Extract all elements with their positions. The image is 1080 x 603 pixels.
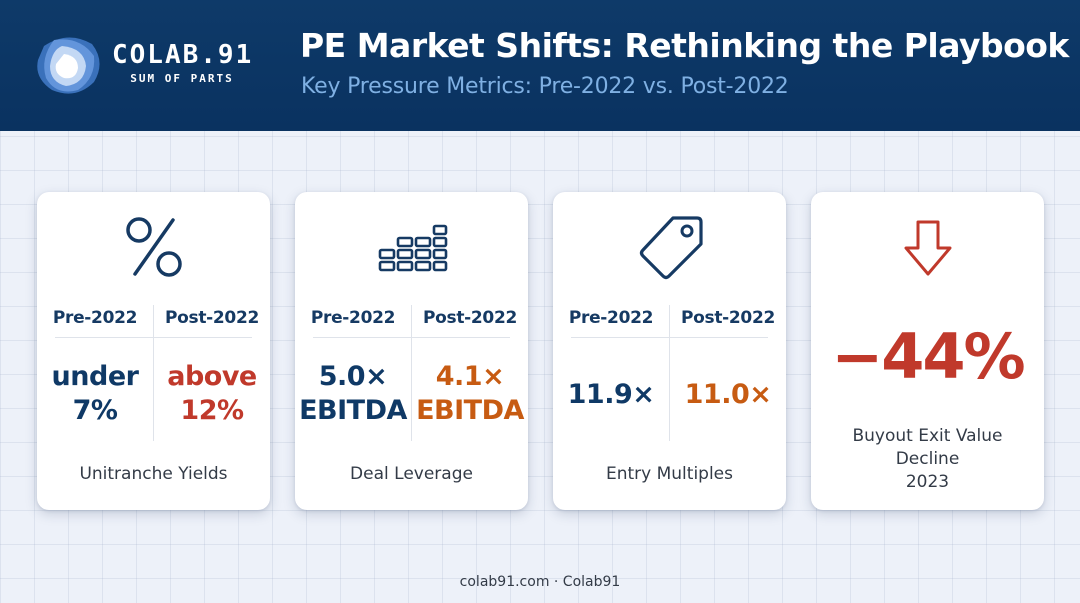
brand-name: COLAB.91 <box>112 40 254 70</box>
post-2022-value: 11.0× <box>684 379 772 410</box>
post-2022-label: Post-2022 <box>680 308 776 328</box>
page-title: PE Market Shifts: Rethinking the Playboo… <box>300 26 1069 65</box>
pre-2022-value: 11.9× <box>567 379 655 410</box>
metric-caption: Entry Multiples <box>605 464 734 484</box>
down-arrow-icon <box>811 212 1044 282</box>
divider <box>153 305 154 441</box>
logo-icon <box>34 32 104 98</box>
post-2022-value: 4.1× EBITDA <box>416 361 524 426</box>
metric-caption: Unitranche Yields <box>79 464 228 484</box>
price-tag-icon <box>553 212 786 282</box>
pre-2022-label: Pre-2022 <box>52 308 138 328</box>
pre-2022-value: 5.0× EBITDA <box>299 361 407 426</box>
exit-value-change: −44% <box>831 320 1025 393</box>
header-banner: COLAB.91 SUM OF PARTS PE Market Shifts: … <box>0 0 1080 131</box>
card-buyout-exit-value: −44% Buyout Exit Value Decline 2023 <box>811 192 1044 510</box>
card-unitranche-yields: Pre-2022 Post-2022 under 7% above 12% Unit… <box>37 192 270 510</box>
metric-caption: Deal Leverage <box>350 464 473 484</box>
brand-tagline: SUM OF PARTS <box>130 72 234 85</box>
card-deal-leverage: Pre-2022 Post-2022 5.0× EBITDA 4.1× EBITDA… <box>295 192 528 510</box>
stacked-bars-icon <box>295 212 528 282</box>
post-2022-label: Post-2022 <box>422 308 518 328</box>
percent-icon <box>37 212 270 282</box>
footer-credit: colab91.com · Colab91 <box>459 574 621 590</box>
pre-2022-value: under 7% <box>51 361 139 426</box>
pre-2022-label: Pre-2022 <box>568 308 654 328</box>
divider <box>411 305 412 441</box>
post-2022-label: Post-2022 <box>164 308 260 328</box>
metric-caption: Buyout Exit Value Decline 2023 <box>852 426 1003 492</box>
pre-2022-label: Pre-2022 <box>310 308 396 328</box>
card-entry-multiples: Pre-2022 Post-2022 11.9× 11.0× Entry Mul… <box>553 192 786 510</box>
divider <box>669 305 670 441</box>
page-subtitle: Key Pressure Metrics: Pre-2022 vs. Post-… <box>301 74 789 99</box>
post-2022-value: above 12% <box>167 361 257 426</box>
